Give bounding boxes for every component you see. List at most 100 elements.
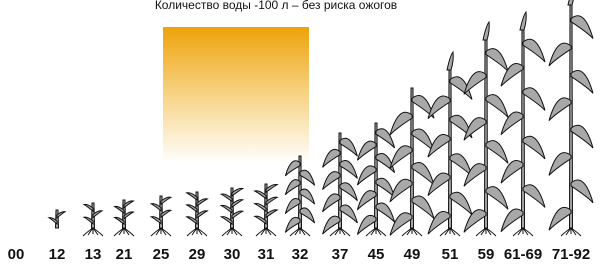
stem	[375, 123, 378, 228]
leaf	[523, 136, 545, 159]
plant	[285, 156, 314, 236]
stem	[570, 3, 573, 228]
stage-label: 30	[224, 246, 241, 263]
leaf	[340, 183, 357, 201]
leaf	[323, 172, 340, 190]
stem	[449, 68, 452, 228]
leaf	[285, 199, 300, 214]
leaf	[501, 209, 523, 232]
plant	[357, 123, 394, 236]
ear	[447, 52, 453, 70]
stem	[485, 38, 488, 228]
stage-label: 21	[116, 246, 133, 263]
leaf	[412, 162, 434, 185]
plant	[255, 184, 278, 236]
stage-labels: 00 12 13 21 25 29 30 31 32 37 45 49 51 59 61-69 71-92	[8, 246, 591, 263]
stage-label: 31	[258, 246, 275, 263]
leaf	[187, 193, 197, 200]
stage-label: 00	[8, 246, 25, 263]
plant	[49, 210, 65, 228]
leaf	[266, 184, 277, 192]
leaf	[285, 180, 300, 195]
stage-label: 29	[189, 246, 206, 263]
plant	[428, 52, 472, 236]
leaf	[412, 196, 434, 219]
leaf	[549, 207, 571, 230]
leaf	[450, 192, 472, 215]
leaf	[323, 149, 340, 167]
leaf	[571, 16, 593, 39]
ear	[483, 22, 489, 40]
stage-label: 45	[368, 246, 385, 263]
leaf	[266, 197, 277, 205]
leaf	[357, 191, 376, 210]
leaf	[323, 194, 340, 212]
leaf	[571, 71, 593, 94]
leaf	[428, 96, 450, 119]
leaf	[285, 161, 300, 176]
stage-label: 12	[49, 246, 66, 263]
stage-label: 25	[153, 246, 170, 263]
leaf	[390, 179, 412, 202]
leaf	[464, 210, 486, 233]
stem	[339, 133, 342, 228]
leaf	[255, 191, 266, 199]
stage-label: 37	[332, 246, 349, 263]
leaf	[523, 88, 545, 111]
growth-stages-diagram: Количество воды -100 л – без риска ожого…	[0, 0, 607, 267]
stem	[411, 88, 414, 228]
leaf	[523, 185, 545, 208]
leaf	[486, 141, 508, 164]
stage-label: 59	[478, 246, 495, 263]
leaf	[357, 166, 376, 185]
plant	[464, 22, 508, 236]
leaf	[390, 112, 412, 135]
leaf	[340, 161, 357, 179]
plant	[83, 203, 103, 236]
stage-label: 49	[404, 246, 421, 263]
stage-label: 32	[292, 246, 309, 263]
stem	[56, 210, 59, 228]
plant	[323, 133, 358, 236]
stage-label: 51	[442, 246, 459, 263]
leaf	[300, 208, 315, 223]
leaf	[501, 112, 523, 135]
stage-label: 71-92	[552, 246, 590, 263]
leaf	[549, 98, 571, 121]
ear	[520, 12, 526, 30]
leaf	[232, 188, 243, 196]
leaf	[571, 180, 593, 203]
stem	[522, 28, 525, 228]
leaf	[376, 203, 395, 222]
leaf	[486, 95, 508, 118]
plant	[151, 196, 171, 236]
stage-label: 61-69	[504, 246, 542, 263]
leaf	[486, 49, 508, 72]
leaf	[571, 125, 593, 148]
leaf	[340, 138, 357, 156]
stage-label: 13	[85, 246, 102, 263]
plant	[390, 88, 434, 236]
leaf	[376, 178, 395, 197]
leaf	[357, 141, 376, 160]
leaf	[549, 153, 571, 176]
leaf	[549, 43, 571, 66]
leaf	[523, 39, 545, 62]
sun-exposure-zone	[163, 27, 309, 163]
leaf	[486, 187, 508, 210]
plant	[221, 188, 243, 236]
leaf	[300, 189, 315, 204]
plant	[114, 200, 134, 236]
plants	[49, 0, 593, 236]
leaf	[501, 160, 523, 183]
plant	[187, 192, 208, 236]
ear	[568, 0, 574, 5]
leaf	[340, 205, 357, 223]
plant	[549, 0, 593, 236]
title: Количество воды -100 л – без риска ожого…	[155, 0, 397, 12]
leaf	[221, 194, 232, 202]
leaf	[390, 146, 412, 169]
plant	[501, 12, 545, 236]
leaf	[300, 170, 315, 185]
leaf	[464, 72, 486, 95]
